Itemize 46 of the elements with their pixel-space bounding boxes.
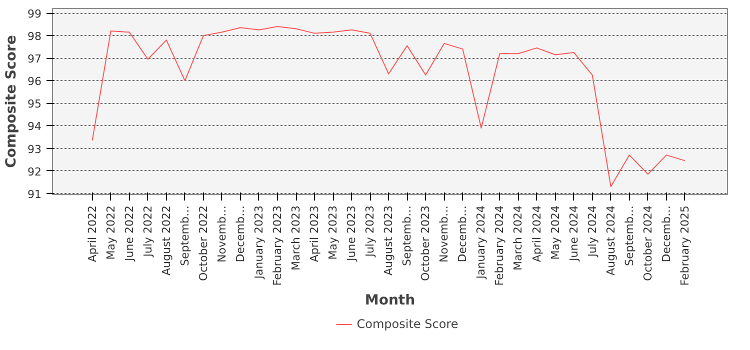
x-tick-label: August 2023 [382,205,396,276]
x-tick-label: February 2023 [271,206,284,286]
x-tick-label: April 2024 [530,205,544,262]
line-series [92,26,686,188]
x-tick-label: Decemb… [660,205,673,262]
x-tick-label: March 2024 [512,205,525,271]
x-tick-label: June 2022 [122,205,136,262]
x-tick-label: June 2023 [345,205,358,262]
x-tick-label: October 2023 [419,205,432,282]
y-tick-label: 98 [28,30,42,44]
x-tick-label: October 2024 [641,205,654,282]
y-tick-label: 94 [28,120,42,134]
x-tick-label: Decemb… [234,205,247,262]
x-tick-label: May 2022 [104,206,118,260]
x-tick-label: October 2022 [196,205,210,282]
x-tick-label: March 2023 [290,205,303,271]
x-tick-label: Septemb… [400,205,414,266]
x-tick-label: May 2023 [326,206,340,260]
x-tick-label: Septemb… [178,205,192,266]
legend-label: Composite Score [356,317,458,331]
x-tick-label: July 2023 [364,205,377,258]
x-tick-label: August 2022 [160,205,173,276]
x-tick-label: January 2023 [252,205,266,280]
y-tick-label: 97 [28,52,42,66]
x-tick-label: May 2024 [548,206,562,260]
x-tick-label: February 2024 [493,206,506,286]
x-tick-label: July 2024 [586,205,599,258]
x-tick-label: April 2023 [308,205,322,262]
x-tick-label: August 2024 [604,205,618,276]
x-tick-label: Novemb… [215,205,228,262]
y-tick-label: 93 [28,142,42,156]
x-axis-title: Month [364,292,416,309]
y-axis-title: Composite Score [4,35,20,168]
x-tick-label: Novemb… [438,205,451,262]
y-tick-label: 91 [28,188,42,201]
x-tick-label: April 2022 [86,205,99,262]
y-tick-label: 95 [28,98,42,111]
x-tick-label: July 2022 [141,205,154,258]
x-tick-label: Decemb… [456,205,470,262]
x-tick-label: June 2024 [567,205,580,262]
y-tick-label: 92 [28,165,42,178]
x-tick-label: Septemb… [622,205,636,266]
y-tick-label: 96 [28,75,42,88]
x-tick-label: February 2025 [678,206,692,286]
y-tick-label: 99 [28,8,42,21]
x-tick-label: January 2024 [474,205,488,280]
